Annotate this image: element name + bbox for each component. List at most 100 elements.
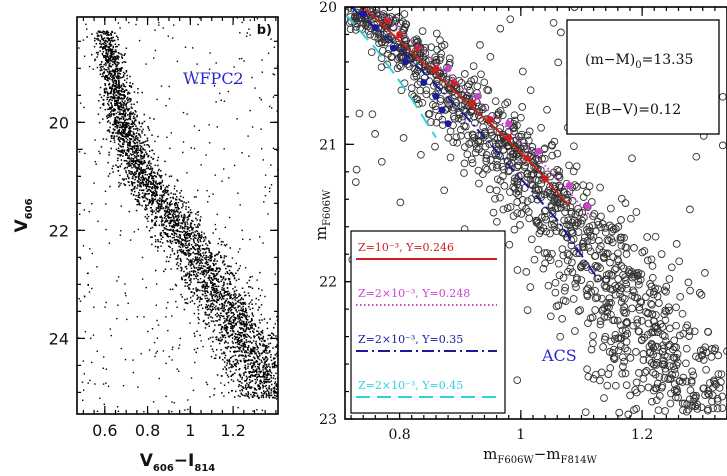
star-point: [279, 349, 281, 351]
star-point: [120, 159, 123, 161]
star-point: [139, 181, 142, 184]
star-point: [125, 137, 127, 140]
star-point: [184, 221, 186, 223]
star-point: [187, 251, 189, 253]
star-point: [249, 376, 251, 378]
field-point: [107, 93, 110, 95]
star-point: [226, 265, 229, 267]
field-point: [156, 283, 158, 285]
star-point: [211, 267, 213, 270]
star-point: [239, 319, 242, 321]
star-point: [133, 151, 135, 153]
star-point: [166, 203, 169, 205]
star-point: [257, 363, 259, 365]
star-point: [257, 350, 259, 353]
star-point: [103, 31, 106, 33]
star-point: [126, 155, 129, 157]
star-point: [128, 127, 130, 129]
star-point: [291, 386, 293, 388]
star-point: [121, 98, 123, 100]
star-point: [230, 296, 232, 299]
star-point: [112, 39, 114, 42]
star-point: [184, 252, 187, 254]
star-point: [225, 324, 227, 326]
star-point: [263, 351, 265, 353]
star-point: [121, 130, 123, 133]
star-point: [292, 392, 294, 394]
star-point: [283, 352, 285, 354]
star-point: [284, 381, 286, 383]
star-point: [216, 273, 219, 275]
star-point: [192, 235, 194, 237]
star-point: [131, 148, 133, 150]
field-point: [192, 47, 194, 49]
star-point: [589, 339, 597, 348]
star-point: [204, 248, 206, 250]
star-point: [148, 173, 151, 175]
field-point: [122, 385, 125, 387]
field-point: [141, 179, 144, 181]
star-point: [132, 136, 135, 139]
star-point: [219, 356, 221, 358]
star-point: [236, 350, 239, 353]
star-point: [229, 308, 231, 310]
star-point: [223, 287, 225, 290]
star-point: [117, 58, 119, 60]
star-point: [242, 355, 245, 357]
star-point: [125, 141, 128, 143]
star-point: [167, 208, 169, 210]
star-point: [223, 294, 225, 297]
star-point: [120, 84, 123, 87]
star-point: [291, 371, 293, 373]
star-point: [242, 342, 244, 345]
star-point: [124, 72, 126, 75]
star-point: [125, 107, 128, 110]
star-point: [232, 342, 234, 344]
star-point: [151, 202, 154, 205]
star-point: [189, 233, 192, 236]
star-point: [247, 365, 249, 368]
star-point: [161, 242, 164, 244]
field-point: [259, 97, 261, 99]
star-point: [199, 334, 201, 337]
star-point: [289, 386, 291, 388]
star-point: [251, 350, 253, 353]
star-point: [288, 391, 290, 393]
star-point: [164, 191, 166, 193]
star-point: [688, 367, 696, 376]
star-point: [180, 200, 182, 202]
star-point: [195, 253, 197, 255]
star-point: [122, 94, 124, 96]
star-point: [99, 50, 101, 52]
field-point: [165, 362, 167, 365]
star-point: [111, 74, 113, 76]
star-point: [99, 31, 102, 33]
star-point: [177, 256, 179, 258]
star-point: [102, 103, 104, 105]
field-point: [152, 401, 155, 403]
star-point: [115, 104, 117, 107]
field-point: [261, 289, 263, 291]
star-point: [255, 370, 258, 372]
star-point: [233, 351, 235, 353]
star-point: [100, 31, 103, 34]
star-point: [175, 242, 177, 244]
star-point: [285, 385, 287, 387]
wfpc2-star-points: [77, 17, 294, 414]
star-point: [113, 122, 116, 125]
star-point: [100, 36, 103, 38]
star-point: [142, 196, 144, 199]
star-point: [172, 193, 175, 195]
star-point: [152, 181, 155, 184]
star-point: [226, 326, 228, 328]
star-point: [124, 134, 127, 136]
star-point: [235, 297, 237, 299]
star-point: [121, 87, 123, 90]
star-point: [177, 222, 180, 225]
star-point: [134, 161, 137, 163]
star-point: [154, 187, 156, 190]
star-point: [136, 127, 139, 130]
star-point: [252, 315, 255, 317]
x-axis-label: V606−I814: [140, 451, 216, 474]
